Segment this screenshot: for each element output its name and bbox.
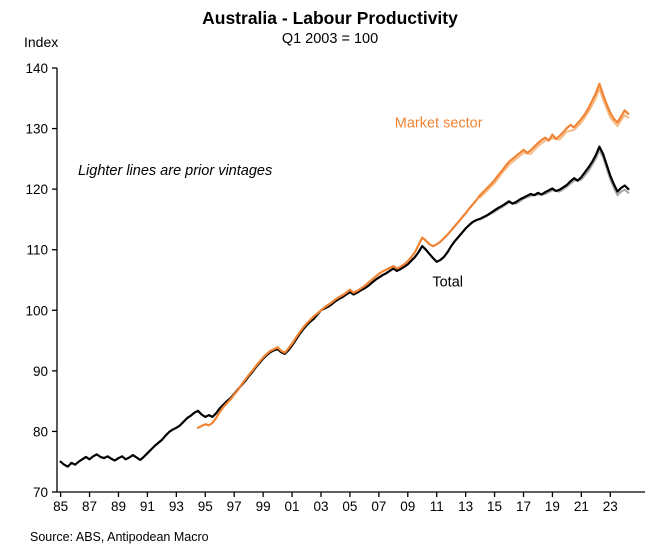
x-tick-label: 13 [458, 499, 473, 514]
annotation-label: Lighter lines are prior vintages [78, 163, 272, 179]
x-tick-label: 23 [603, 499, 618, 514]
x-tick-label: 89 [111, 499, 126, 514]
x-tick-label: 07 [371, 499, 386, 514]
y-tick-label: 120 [25, 182, 48, 197]
x-tick-label: 03 [313, 499, 328, 514]
chart-title: Australia - Labour Productivity [202, 8, 458, 28]
x-tick-label: 11 [430, 499, 444, 514]
x-tick-label: 17 [516, 499, 531, 514]
x-tick-label: 01 [285, 499, 300, 514]
x-tick-label: 91 [140, 499, 155, 514]
annotation-label: Total [432, 275, 463, 291]
y-tick-label: 80 [33, 424, 48, 439]
x-tick-label: 85 [53, 499, 68, 514]
source-note: Source: ABS, Antipodean Macro [30, 530, 209, 544]
x-tick-label: 19 [545, 499, 560, 514]
y-tick-label: 110 [26, 243, 48, 258]
x-tick-label: 21 [574, 499, 589, 514]
x-tick-label: 87 [82, 499, 97, 514]
x-tick-label: 05 [342, 499, 357, 514]
x-tick-label: 93 [169, 499, 184, 514]
series-line-market-sector [196, 82, 630, 429]
y-tick-label: 100 [25, 303, 48, 318]
chart-subtitle: Q1 2003 = 100 [281, 31, 379, 47]
x-tick-label: 09 [400, 499, 415, 514]
x-tick-label: 95 [198, 499, 213, 514]
x-tick-label: 99 [256, 499, 271, 514]
x-tick-label: 97 [227, 499, 242, 514]
y-tick-label: 90 [33, 364, 48, 379]
y-tick-label: 140 [25, 61, 48, 76]
series-line-market-sector-prior-vintage- [479, 87, 630, 199]
series-line-total [59, 145, 630, 468]
x-tick-label: 15 [487, 499, 502, 514]
annotation-label: Market sector [395, 115, 483, 131]
y-axis-unit-label: Index [24, 34, 59, 50]
y-tick-label: 70 [33, 485, 48, 500]
y-tick-label: 130 [25, 122, 48, 137]
